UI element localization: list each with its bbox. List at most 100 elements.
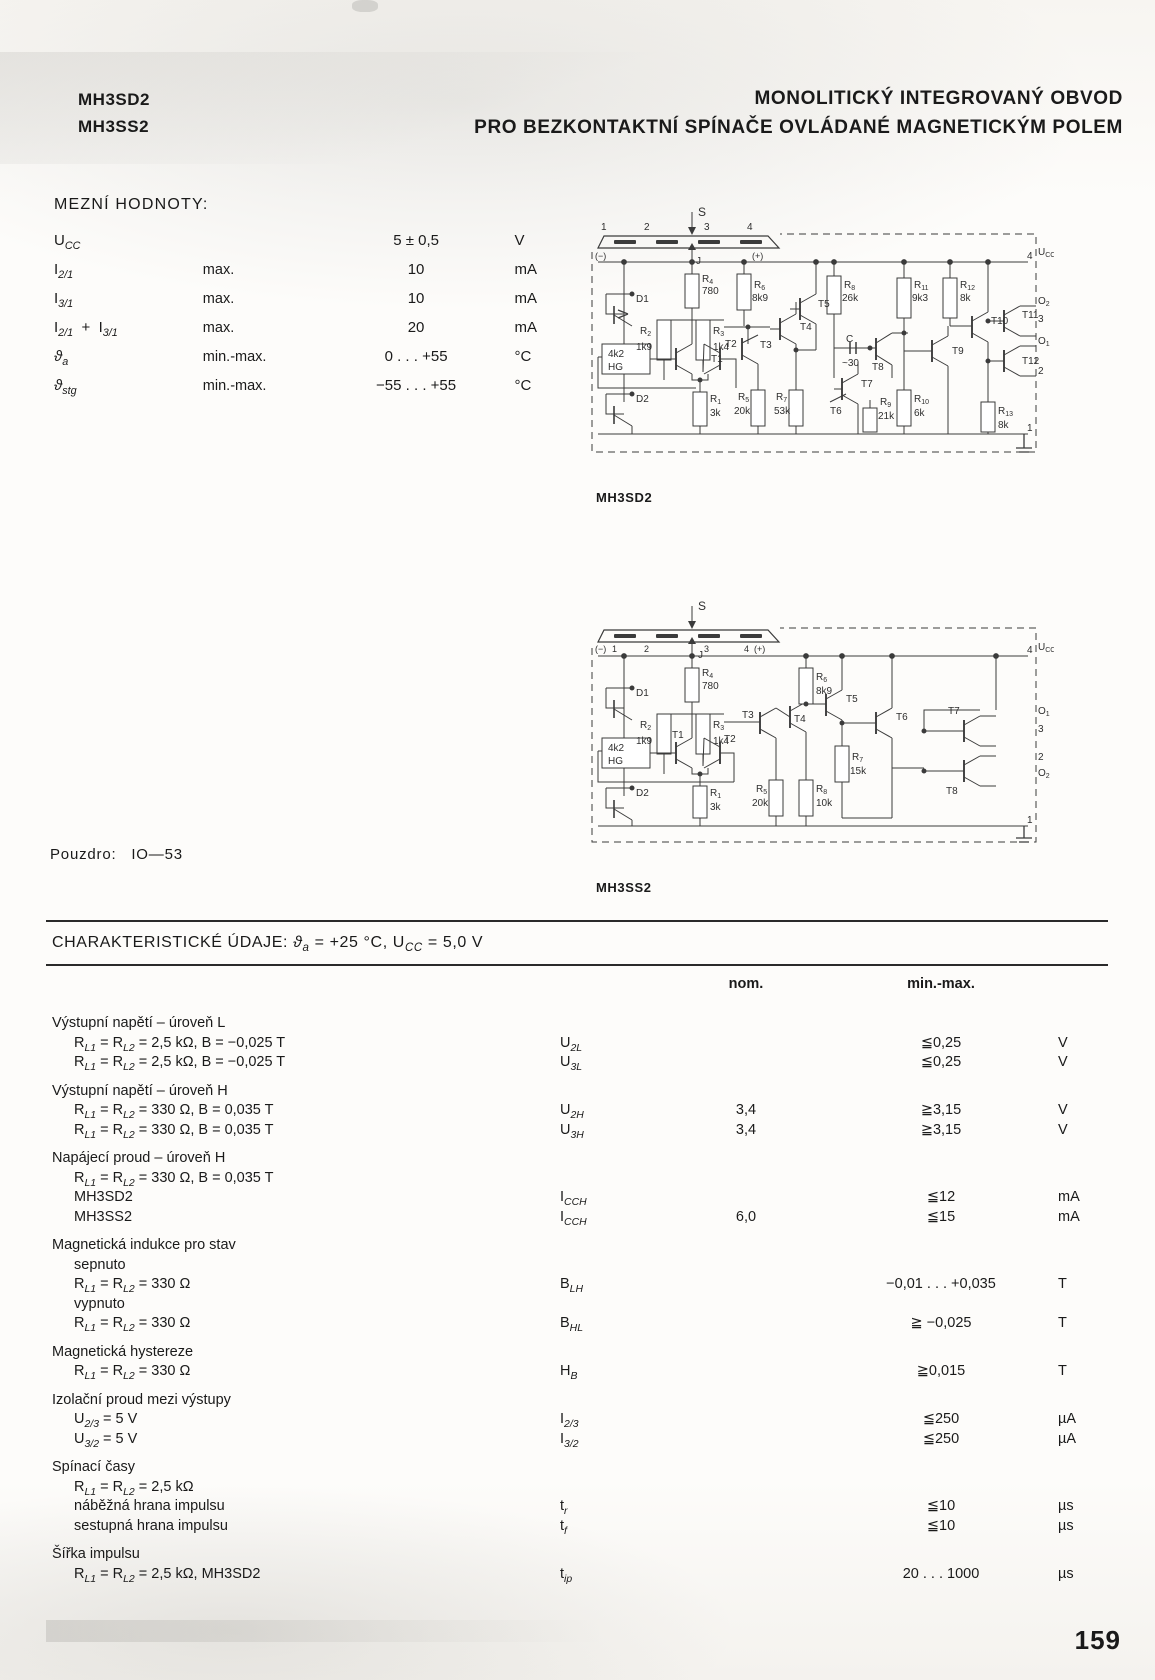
characteristics-row: sestupná hrana impulsu tf ≦10 µs [46,1518,1108,1538]
limits-symbol: I3/1 [54,290,74,310]
svg-text:1: 1 [612,644,617,654]
pin-polarity-minus: (−) [595,251,606,261]
row-unit: V [1058,1121,1068,1138]
row-symbol: I2/3 [560,1411,579,1431]
svg-text:T7: T7 [861,379,873,390]
svg-text:T4: T4 [794,714,806,725]
svg-text:T12: T12 [1022,356,1040,367]
limits-unit: mA [514,319,537,336]
svg-text:8k9: 8k9 [816,686,833,697]
svg-text:T5: T5 [846,694,858,705]
row-nom: 6,0 [735,1208,757,1225]
row-symbol: BLH [560,1276,584,1296]
svg-text:O1: O1 [1038,706,1050,718]
svg-text:HG: HG [608,362,623,373]
group-subheading: RL1 = RL2 = 2,5 kΩ [74,1478,194,1498]
characteristics-temp-value: = +25 °C, [314,934,388,951]
row-symbol: U2H [560,1102,584,1122]
svg-text:R12: R12 [960,280,975,292]
limits-symbol: UCC [54,232,81,252]
svg-text:C: C [846,334,853,345]
row-unit: µs [1058,1517,1074,1534]
limits-symbol: I2/1 [54,261,74,281]
svg-text:780: 780 [702,681,719,692]
svg-text:R13: R13 [998,406,1013,418]
limits-value: 10 [407,261,425,278]
svg-text:T2: T2 [725,339,737,350]
characteristics-row: MH3SD2 ICCH ≦12 mA [46,1189,1108,1209]
svg-text:R3: R3 [713,326,724,338]
scan-smudge-bottom [46,1620,606,1642]
row-minmax: 20 . . . 1000 [902,1565,980,1582]
svg-text:O2: O2 [1038,768,1050,780]
row-condition: RL1 = RL2 = 2,5 kΩ, B = −0,025 T [74,1034,286,1054]
row-unit: mA [1058,1208,1080,1225]
svg-text:T5: T5 [818,299,830,310]
row-condition: RL1 = RL2 = 330 Ω [74,1276,191,1296]
row-nom: 3,4 [735,1102,757,1119]
svg-text:UCC: UCC [1038,642,1054,654]
svg-text:T7: T7 [948,706,960,717]
row-minmax: ≧3,15 [920,1102,962,1119]
svg-text:1k9: 1k9 [636,736,653,747]
row-condition: U3/2 = 5 V [74,1430,138,1450]
svg-text:4: 4 [744,644,749,654]
limits-row: ϑa min.-max. 0 . . . +55 °C [54,348,574,377]
limits-qualifier: min.-max. [202,378,267,394]
row-symbol: I3/2 [560,1430,579,1450]
svg-text:R1: R1 [710,394,721,406]
svg-text:T1: T1 [672,730,684,741]
row-condition: sestupná hrana impulsu [74,1517,228,1534]
svg-text:S: S [698,599,706,613]
svg-text:21k: 21k [878,411,895,422]
schematic-2-caption: MH3SS2 [596,880,652,895]
row-symbol: U2L [560,1034,583,1054]
limits-unit: °C [514,348,532,365]
limits-symbol: ϑstg [54,377,77,397]
limits-row: ϑstg min.-max. −55 . . . +55 °C [54,377,574,406]
svg-text:R5: R5 [756,784,767,796]
svg-text:15k: 15k [850,766,867,777]
svg-text:R9: R9 [880,397,891,409]
svg-text:T2: T2 [724,734,736,745]
svg-text:20k: 20k [734,406,751,417]
svg-text:J: J [698,650,703,661]
svg-text:O2: O2 [1038,296,1050,308]
svg-text:T3: T3 [742,710,754,721]
limits-symbol: I2/1 + I3/1 [54,319,118,339]
svg-text:R11: R11 [914,280,929,292]
row-state: vypnuto [74,1295,125,1312]
svg-text:3k: 3k [710,408,722,419]
limits-unit: mA [514,261,537,278]
svg-text:R10: R10 [914,394,929,406]
limits-unit: °C [514,377,532,394]
limits-value: 20 [407,319,425,336]
characteristics-group: Magnetická hystereze RL1 = RL2 = 330 Ω H… [46,1344,1108,1383]
characteristics-row: U3/2 = 5 V I3/2 ≦250 µA [46,1431,1108,1451]
row-minmax: ≧3,15 [920,1121,962,1138]
characteristics-group: Výstupní napětí – úroveň L RL1 = RL2 = 2… [46,1015,1108,1074]
characteristics-row: RL1 = RL2 = 330 Ω BLH −0,01 . . . +0,035… [46,1276,1108,1296]
row-symbol: U3L [560,1054,583,1074]
svg-text:R6: R6 [754,280,765,292]
svg-text:R8: R8 [816,784,827,796]
svg-text:D2: D2 [636,788,649,799]
svg-text:R3: R3 [713,720,724,732]
svg-text:53k: 53k [774,406,791,417]
characteristics-group: Izolační proud mezi výstupy U2/3 = 5 V I… [46,1392,1108,1451]
svg-text:8k: 8k [960,293,972,304]
limits-row: I3/1 max. 10 mA [54,290,574,319]
part-number-block: MH3SD2 MH3SS2 [78,86,150,140]
characteristics-row: RL1 = RL2 = 330 Ω, B = 0,035 T U2H 3,4 ≧… [46,1102,1108,1122]
svg-text:20k: 20k [752,798,769,809]
row-symbol: BHL [560,1315,584,1335]
svg-text:T3: T3 [760,340,772,351]
svg-text:2: 2 [644,644,649,654]
schematic-1-caption: MH3SD2 [596,490,653,505]
svg-text:26k: 26k [842,293,859,304]
characteristics-volt-value: = 5,0 V [427,934,484,951]
limits-row: I2/1 + I3/1 max. 20 mA [54,319,574,348]
row-condition: RL1 = RL2 = 330 Ω [74,1363,191,1383]
row-unit: mA [1058,1189,1080,1206]
characteristics-row: RL1 = RL2 = 2,5 kΩ, B = −0,025 T U3L ≦0,… [46,1054,1108,1074]
